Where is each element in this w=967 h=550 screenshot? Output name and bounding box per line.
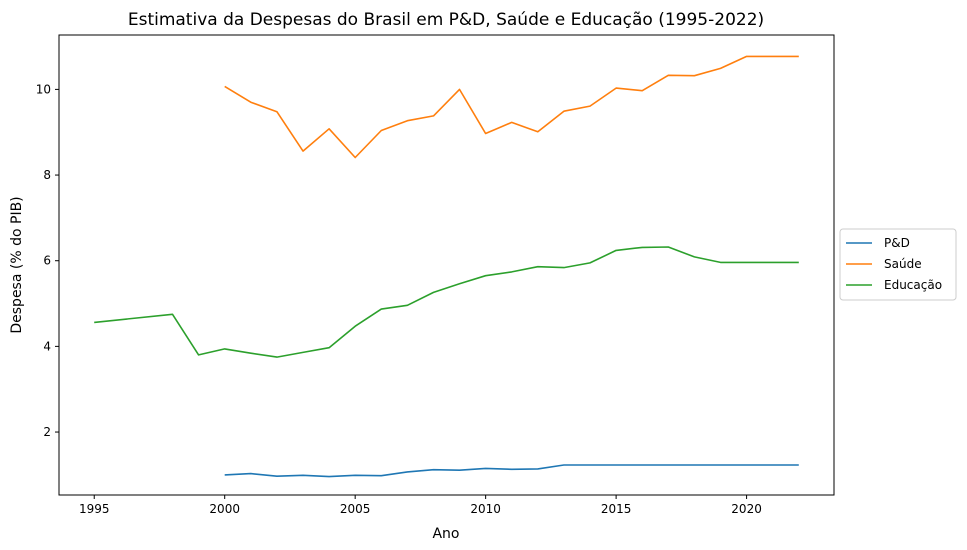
series-line-2 <box>94 246 799 358</box>
y-axis-label: Despesa (% do PIB) <box>9 196 25 333</box>
y-tick-label: 8 <box>43 168 51 182</box>
x-tick-label: 2005 <box>340 502 371 516</box>
y-axis: 2 4 6 8 10 <box>36 82 59 439</box>
x-tick-label: 2010 <box>470 502 501 516</box>
x-axis-label: Ano <box>432 526 459 542</box>
y-tick-label: 10 <box>36 82 51 96</box>
x-tick-label: 2015 <box>601 502 632 516</box>
x-tick-label: 2000 <box>209 502 240 516</box>
series-line-1 <box>224 55 799 159</box>
legend-label: Saúde <box>884 257 922 271</box>
y-tick-label: 2 <box>43 425 51 439</box>
x-tick-label: 2020 <box>731 502 762 516</box>
legend-box <box>839 228 957 301</box>
x-axis: 1995 2000 2005 2010 2015 2020 <box>79 495 762 516</box>
legend-label: P&D <box>884 236 910 250</box>
plot-area <box>94 55 799 478</box>
y-tick-label: 6 <box>43 254 51 268</box>
y-tick-label: 4 <box>43 339 51 353</box>
x-tick-label: 1995 <box>79 502 110 516</box>
series-line-0 <box>224 464 799 478</box>
plot-frame <box>58 34 835 496</box>
chart-title: Estimativa da Despesas do Brasil em P&D,… <box>128 10 764 30</box>
legend: P&D Saúde Educação <box>839 228 957 301</box>
legend-label: Educação <box>884 278 942 292</box>
